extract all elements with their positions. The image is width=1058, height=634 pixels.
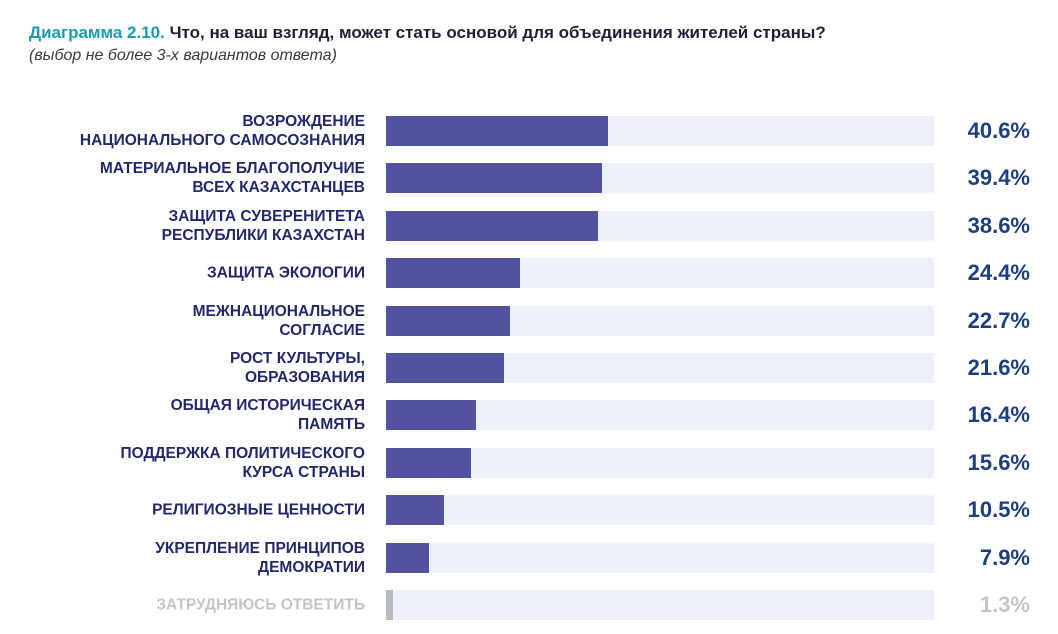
value-label: 15.6%	[967, 449, 1030, 475]
bar	[386, 542, 430, 573]
bar-track	[386, 116, 934, 146]
chart-title: Диаграмма 2.10. Что, на ваш взгляд, може…	[29, 23, 826, 43]
bar-track	[386, 400, 934, 431]
category-label-line: Возрождение	[242, 113, 365, 130]
value-label: 7.9%	[979, 544, 1030, 570]
bar-track	[386, 258, 934, 289]
bar	[386, 353, 505, 383]
bar-row: Общая историческая память 16.4%	[0, 397, 1058, 433]
value-label: 16.4%	[967, 402, 1030, 428]
bar-row: Защита суверенитета Республики Казахстан 3…	[0, 208, 1058, 244]
category-label-line: Республики Казахстан	[161, 226, 365, 244]
bar-row: Межнациональное согласие 22.7%	[0, 303, 1058, 339]
value-label: 38.6%	[967, 212, 1030, 238]
value-label: 40.6%	[967, 118, 1030, 143]
bar	[386, 447, 472, 478]
category-label-line: Защита суверенитета	[168, 207, 366, 225]
category-label: Общая историческая память	[5, 396, 365, 434]
bar-row: Религиозные ценности 10.5%	[0, 495, 1058, 526]
category-label-line: всех казахстанцев	[192, 179, 365, 197]
category-label: Укрепление принципов демократии	[5, 539, 365, 577]
category-label-line: Укрепление принципов	[155, 539, 365, 557]
value-label: 24.4%	[967, 260, 1030, 286]
value-label: 21.6%	[967, 355, 1030, 380]
category-label-line: курса страны	[242, 463, 365, 481]
bar-track	[386, 353, 934, 383]
value-label: 10.5%	[967, 497, 1030, 523]
bar	[386, 590, 394, 620]
category-label: Возрождение национального самосознания	[5, 112, 365, 150]
bar	[386, 258, 520, 289]
bar-track	[386, 542, 934, 573]
category-label: Межнациональное согласие	[5, 302, 365, 340]
bar-track	[386, 590, 934, 620]
category-label: Защита суверенитета Республики Казахстан	[5, 207, 365, 245]
bar-row: Материальное благополучие всех казахстанц…	[0, 160, 1058, 196]
category-label: Поддержка политического курса страны	[5, 444, 365, 482]
chart-question: Что, на ваш взгляд, может стать основой …	[169, 23, 826, 42]
category-label-line: Затрудняюсь ответить	[156, 596, 365, 614]
bar	[386, 495, 444, 526]
category-label: Материальное благополучие всех казахстанц…	[5, 159, 365, 197]
category-label-line: Поддержка политического	[120, 444, 365, 462]
bar	[386, 163, 602, 194]
category-label-line: Общая историческая	[170, 397, 365, 415]
category-label-line: Религиозные ценности	[152, 501, 365, 519]
bar	[386, 210, 598, 241]
category-label-line: Защита экологии	[207, 264, 365, 282]
bar-row: Защита экологии 24.4%	[0, 258, 1058, 289]
bar-track	[386, 447, 934, 478]
category-label-line: Материальное благополучие	[99, 160, 365, 178]
value-label: 39.4%	[967, 165, 1030, 191]
category-label: Затрудняюсь ответить	[5, 596, 365, 615]
category-label: Рост культуры, образования	[5, 349, 365, 387]
category-label-line: память	[298, 416, 365, 434]
bar	[386, 116, 609, 146]
category-label: Защита экологии	[5, 264, 365, 283]
category-label-line: Межнациональное	[192, 302, 365, 320]
chart-number: Диаграмма 2.10.	[29, 23, 165, 42]
bar-row: Затрудняюсь ответить 1.3%	[0, 590, 1058, 620]
bar-track	[386, 210, 934, 241]
category-label-line: образования	[244, 369, 365, 386]
bar-track	[386, 163, 934, 194]
category-label: Религиозные ценности	[5, 501, 365, 520]
category-label-line: согласие	[279, 321, 365, 339]
value-label: 1.3%	[979, 592, 1030, 617]
bar-track	[386, 495, 934, 526]
category-label-line: национального самосознания	[79, 132, 365, 149]
bar-row: Возрождение национального самосознания 40.…	[0, 113, 1058, 149]
category-label-line: демократии	[258, 558, 365, 576]
bar	[386, 400, 476, 431]
bar-row: Укрепление принципов демократии 7.9%	[0, 540, 1058, 576]
category-label-line: Рост культуры,	[229, 350, 365, 367]
bar	[386, 305, 511, 336]
value-label: 22.7%	[967, 307, 1030, 333]
bar-row: Рост культуры, образования 21.6%	[0, 350, 1058, 386]
bar-row: Поддержка политического курса страны 15.6%	[0, 445, 1058, 481]
bar-track	[386, 305, 934, 336]
chart-subtitle: (выбор не более 3-х вариантов ответа)	[29, 47, 337, 64]
